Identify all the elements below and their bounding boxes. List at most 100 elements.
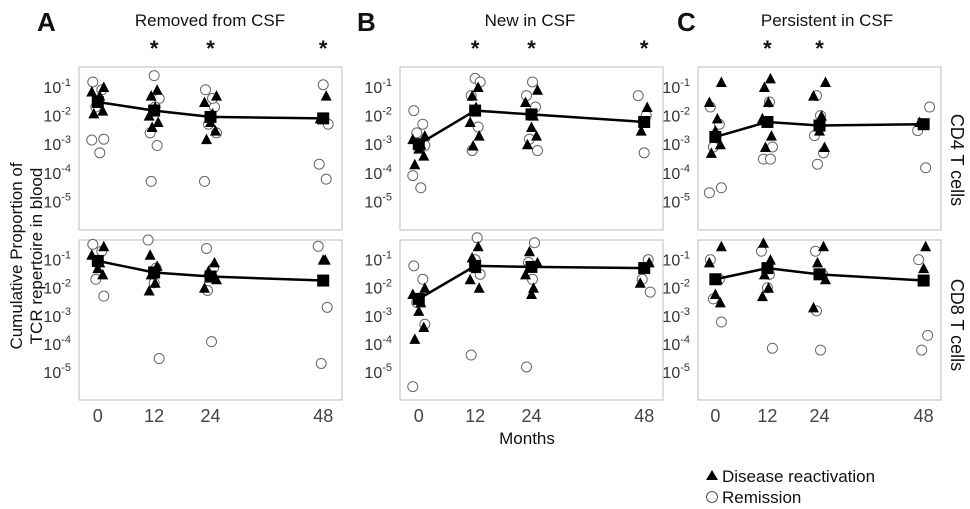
- reactivation-point: [97, 105, 109, 116]
- y-tick-label: 10-5: [662, 362, 690, 382]
- reactivation-point: [765, 130, 777, 141]
- reactivation-point: [531, 130, 542, 141]
- reactivation-point: [419, 282, 431, 293]
- remission-point: [408, 260, 420, 272]
- summary-square: [469, 259, 482, 272]
- y-tick-label: 10-2: [364, 106, 392, 126]
- remission-point: [415, 182, 427, 194]
- summary-square: [813, 119, 826, 132]
- reactivation-point: [520, 96, 531, 107]
- summary-line: [97, 259, 324, 282]
- significance-star: *: [763, 36, 772, 61]
- reactivation-point: [97, 268, 109, 280]
- reactivation-point: [472, 81, 484, 93]
- remission-point: [317, 79, 329, 91]
- remission-point: [199, 175, 210, 187]
- remission-point: [411, 127, 423, 139]
- panel-title-c: Persistent in CSF: [761, 11, 893, 30]
- summary-square: [148, 104, 161, 117]
- y-tick-label: 10-1: [662, 250, 690, 270]
- summary-square: [412, 292, 425, 305]
- reactivation-point: [98, 81, 110, 93]
- reactivation-point: [199, 96, 210, 107]
- row-label-cd8: CD8 T cells: [947, 279, 967, 371]
- remission-point: [200, 84, 211, 96]
- y-tick-label: 10-4: [364, 163, 392, 183]
- remission-point: [766, 342, 778, 354]
- remission-point: [529, 237, 540, 249]
- summary-square: [204, 110, 217, 123]
- reactivation-point: [473, 282, 485, 293]
- remission-point: [644, 286, 656, 298]
- summary-line: [715, 120, 924, 139]
- reactivation-point: [210, 125, 221, 136]
- subplot-b-cd8: 10-1 10-2 10-3 10-4 10-5 0 12 24 48: [364, 232, 664, 426]
- summary-square: [709, 130, 722, 143]
- reactivation-point: [920, 240, 932, 252]
- panel-letter-b: B: [357, 7, 376, 37]
- x-tick-label: 24: [200, 406, 220, 426]
- y-tick-label: 10-5: [43, 362, 71, 382]
- remission-point: [527, 76, 538, 88]
- reactivation-point: [473, 130, 485, 141]
- reactivation-point: [86, 85, 98, 97]
- summary-square: [469, 104, 482, 117]
- remission-point: [87, 238, 99, 250]
- y-tick-label: 10-1: [43, 77, 71, 97]
- plots: 10-110-210-310-410-5* * *10-110-210-310-41…: [43, 36, 942, 426]
- y-tick-label: 10-5: [364, 362, 392, 382]
- reactivation-point: [466, 90, 478, 101]
- summary-square: [761, 115, 774, 128]
- reactivation-point: [764, 254, 776, 265]
- summary-square: [204, 270, 217, 283]
- reactivation-point: [409, 333, 421, 344]
- y-tick-label: 10-1: [662, 77, 690, 97]
- y-tick-label: 10-3: [364, 306, 392, 326]
- remission-point: [920, 162, 932, 174]
- y-tick-label: 10-4: [43, 163, 71, 183]
- y-tick-label: 10-3: [662, 134, 690, 154]
- reactivation-point: [413, 305, 425, 316]
- significance-star: *: [815, 36, 824, 61]
- summary-square: [638, 115, 651, 128]
- reactivation-point: [756, 290, 768, 302]
- remission-point: [151, 140, 163, 152]
- reactivation-point: [152, 116, 164, 127]
- remission-point: [407, 381, 419, 393]
- reactivation-point: [88, 107, 100, 119]
- legend-circle-marker: [706, 491, 718, 503]
- legend: Disease reactivation Remission: [706, 467, 875, 507]
- x-tick-label: 12: [144, 406, 164, 426]
- remission-point: [408, 105, 420, 117]
- remission-point: [320, 173, 332, 185]
- x-tick-label: 12: [757, 406, 777, 426]
- remission-point: [916, 344, 928, 356]
- remission-point: [924, 101, 936, 113]
- summary-line: [97, 100, 324, 120]
- remission-point: [86, 134, 98, 146]
- reactivation-point: [522, 138, 533, 150]
- y-tick-label: 10-2: [662, 106, 690, 126]
- summary-square: [91, 254, 104, 267]
- reactivation-point: [820, 76, 831, 87]
- reactivation-point: [146, 121, 158, 132]
- remission-point: [94, 147, 106, 159]
- panel-title-b: New in CSF: [485, 11, 576, 30]
- reactivation-point: [526, 288, 537, 299]
- subplot-c-cd4: 10-1 10-2 10-3 10-4 10-5 * *: [662, 36, 942, 231]
- summary-square: [525, 108, 538, 121]
- reactivation-point: [472, 240, 484, 252]
- reactivation-point: [201, 133, 212, 145]
- remission-point: [521, 361, 532, 373]
- remission-point: [321, 301, 333, 313]
- y-tick-label: 10-1: [364, 250, 392, 270]
- y-tick-label: 10-3: [43, 134, 71, 154]
- remission-point: [922, 329, 934, 341]
- y-tick-label: 10-1: [364, 77, 392, 97]
- reactivation-point: [634, 277, 646, 288]
- summary-line: [418, 109, 645, 146]
- reactivation-point: [762, 96, 774, 107]
- remission-point: [812, 158, 823, 170]
- remission-point: [153, 353, 165, 365]
- subplot-c-cd8: 10-1 10-2 10-3 10-4 10-5 0 12 24 48: [662, 237, 942, 426]
